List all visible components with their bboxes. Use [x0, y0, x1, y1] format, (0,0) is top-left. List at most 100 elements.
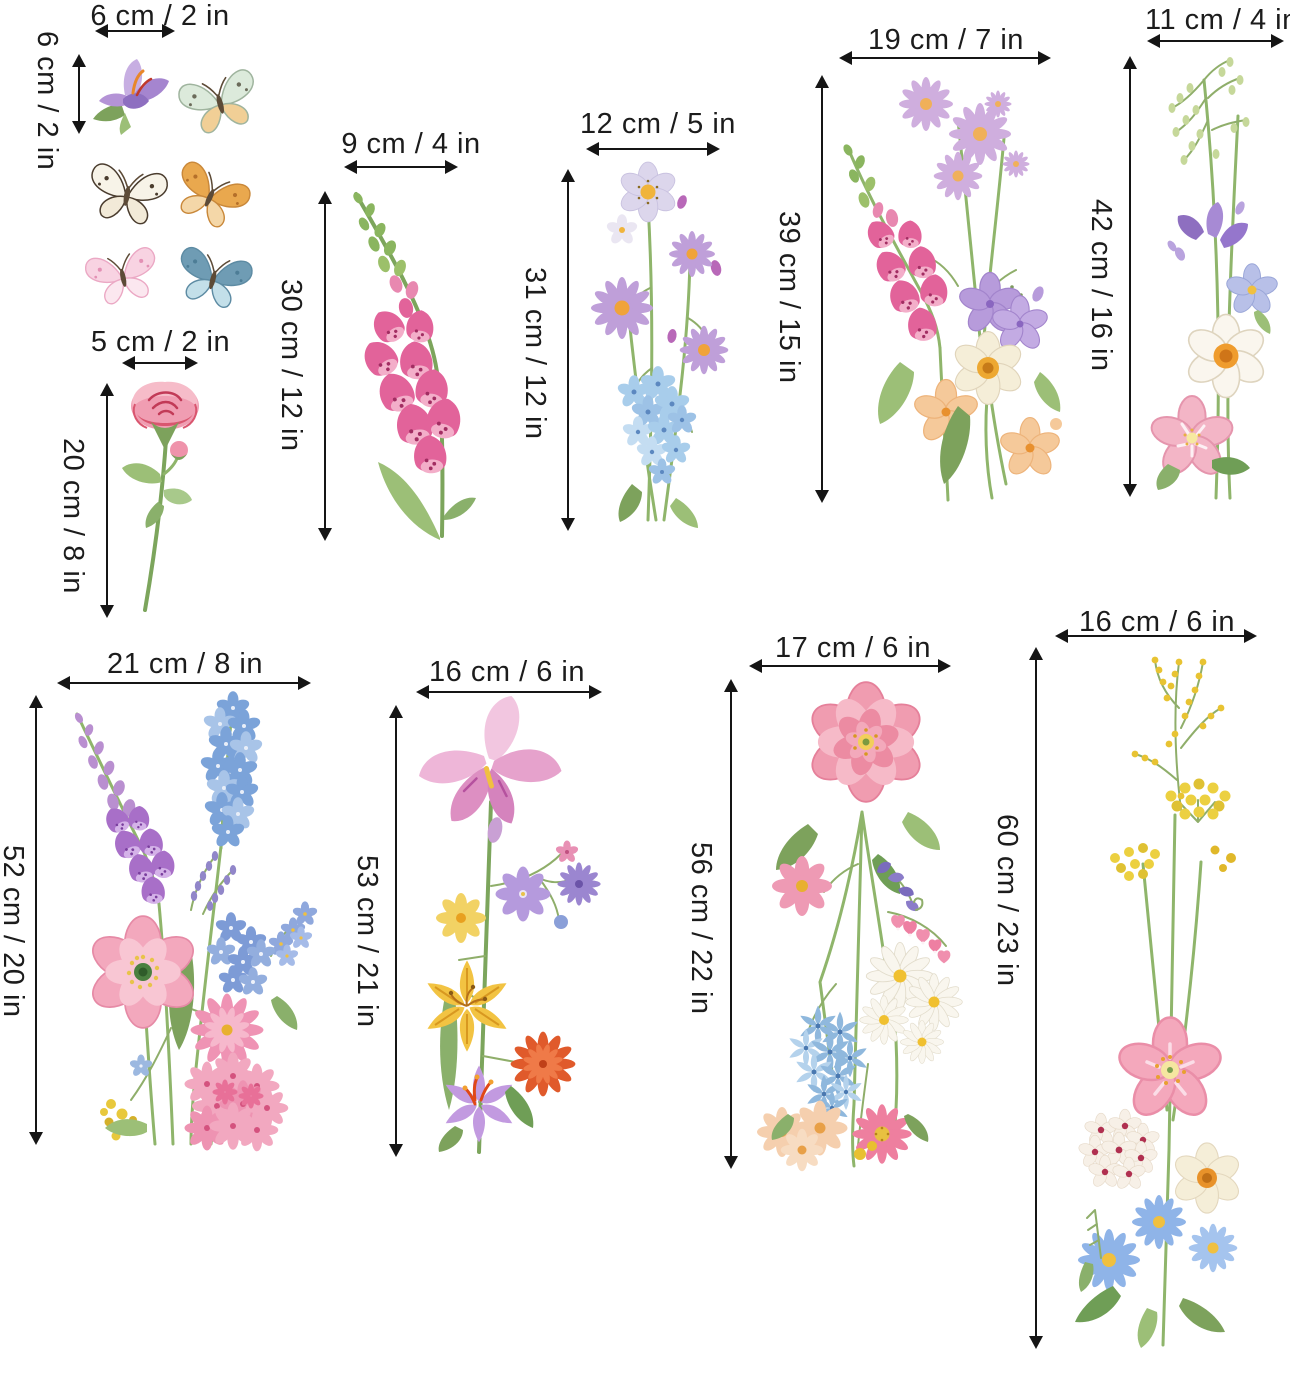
pink-foxglove-icon [353, 192, 476, 540]
garden-mix-illustration [74, 691, 319, 1152]
yellow-cosmos-icon [436, 893, 486, 943]
peony-mix-illustration [757, 675, 963, 1172]
width-dimension-label: 21 cm / 8 in [107, 648, 263, 680]
pink-butterfly-icon [83, 245, 163, 309]
blue-bellflower-icon [128, 1054, 154, 1078]
width-arrow [839, 50, 1051, 66]
yellow-bud [1210, 845, 1220, 855]
arrow-line [566, 175, 570, 525]
height-arrow [1122, 56, 1138, 497]
purple-crocus-icon [442, 1065, 516, 1143]
height-dimension-label: 42 cm / 16 in [1085, 198, 1117, 372]
yellow-yarrow-small-icon [1110, 843, 1160, 881]
lavender-spikes-icon [190, 851, 237, 911]
width-arrow [57, 675, 311, 691]
leaf [1212, 457, 1250, 475]
daffodil-icon [1170, 1142, 1244, 1214]
pink-zinnia-icon [190, 993, 264, 1067]
width-dimension-label: 9 cm / 4 in [341, 128, 481, 160]
height-arrow [723, 679, 739, 1169]
butterflies-illustration [83, 59, 265, 313]
width-arrow [344, 159, 458, 175]
arrow-line [394, 711, 398, 1151]
height-arrow [28, 695, 44, 1145]
arrow-line [323, 197, 327, 535]
forget-me-not-cluster-icon [616, 366, 698, 486]
arrow-line [1153, 39, 1278, 43]
width-dimension-label: 12 cm / 5 in [580, 108, 736, 140]
leaf [902, 812, 940, 850]
daffodil-icon [949, 330, 1027, 406]
blue-daisies-icon [1077, 1195, 1238, 1292]
yellow-bud [854, 1148, 866, 1160]
foxglove-bouquet-illustration [843, 77, 1063, 502]
fern-spray [1086, 1209, 1102, 1259]
height-arrow [71, 54, 87, 134]
pink-wild-rose-icon [1113, 1016, 1227, 1124]
height-dimension-label: 6 cm / 2 in [31, 31, 63, 171]
blue-delphinium-icon [199, 691, 264, 850]
leaf [878, 362, 914, 424]
width-arrow [1147, 33, 1284, 49]
mint-butterfly-icon [175, 66, 265, 139]
purple-foxglove-icon [74, 712, 177, 906]
width-arrow [416, 684, 602, 700]
blue-lilac-flower-icon [1223, 263, 1281, 334]
pink-peony-icon [799, 675, 933, 809]
peach-flowers-icon [911, 378, 1063, 480]
green-foliage-icon [1168, 57, 1250, 165]
purple-aster-icon [557, 862, 601, 906]
leaf [904, 1114, 929, 1142]
arrow-line [592, 147, 714, 151]
lilac-flowers-icon [956, 271, 1051, 354]
anemone-icon [616, 161, 680, 223]
blue-floret-cluster-icon [205, 912, 277, 997]
arrow-line [350, 165, 452, 169]
purple-daisy-icon [590, 231, 729, 375]
pink-daisy-icon [852, 1104, 912, 1164]
purple-clematis-icon [495, 866, 551, 922]
height-dimension-label: 31 cm / 12 in [519, 267, 551, 440]
yellow-yarrow-icon [1165, 778, 1231, 823]
arrow-line [128, 361, 192, 365]
height-dimension-label: 52 cm / 20 in [0, 845, 29, 1018]
leaf [872, 854, 901, 894]
leaf [670, 498, 698, 528]
daffodil-icon [1182, 313, 1270, 399]
leaf [1078, 1262, 1094, 1292]
pink-foxglove-icon [843, 144, 950, 343]
leaf [776, 824, 818, 870]
yellow-bud [867, 1141, 877, 1151]
purple-freesia-icon [1167, 201, 1248, 261]
width-dimension-label: 19 cm / 7 in [868, 24, 1024, 56]
height-dimension-label: 20 cm / 8 in [57, 437, 89, 594]
height-arrow [560, 169, 576, 531]
arrow-line [755, 664, 945, 668]
arrow-line [34, 701, 38, 1139]
width-dimension-label: 16 cm / 6 in [1079, 606, 1235, 638]
crocus-icon [93, 59, 169, 135]
flower-bud [710, 260, 722, 276]
pink-rose-icon [122, 381, 199, 612]
pink-poppy-icon [84, 915, 202, 1029]
pink-camellia-icon [1146, 395, 1238, 481]
leaf [1075, 1286, 1121, 1323]
width-arrow [122, 355, 198, 371]
height-arrow [99, 383, 115, 618]
white-crimson-cluster-icon [1076, 1108, 1162, 1192]
pink-iris-icon [419, 696, 562, 824]
purple-daisies-illustration [590, 161, 729, 528]
cornflower-bud [554, 915, 568, 929]
tiny-pink-flower-icon [554, 840, 580, 864]
width-dimension-label: 17 cm / 6 in [775, 632, 931, 664]
forget-me-not-spray-icon [267, 901, 319, 968]
foxglove-illustration [353, 192, 476, 540]
iris-bud [487, 817, 503, 843]
leaf [505, 1086, 534, 1128]
leaf [1137, 1308, 1158, 1348]
height-arrow [388, 705, 404, 1157]
leaf [1179, 1298, 1225, 1333]
leaf [1156, 464, 1180, 490]
white-butterfly-icon [84, 161, 170, 228]
